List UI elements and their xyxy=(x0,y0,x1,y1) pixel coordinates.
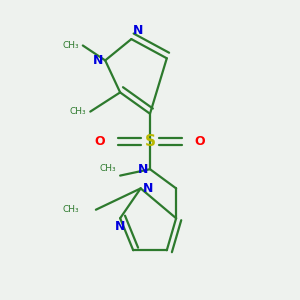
Text: CH₃: CH₃ xyxy=(70,107,86,116)
Text: CH₃: CH₃ xyxy=(100,164,116,173)
Text: CH₃: CH₃ xyxy=(62,41,79,50)
Text: O: O xyxy=(195,135,206,148)
Text: O: O xyxy=(94,135,105,148)
Text: N: N xyxy=(142,182,153,195)
Text: N: N xyxy=(133,24,144,37)
Text: N: N xyxy=(115,220,125,233)
Text: N: N xyxy=(93,54,103,67)
Text: CH₃: CH₃ xyxy=(62,205,79,214)
Text: N: N xyxy=(138,163,148,176)
Text: S: S xyxy=(145,134,155,149)
